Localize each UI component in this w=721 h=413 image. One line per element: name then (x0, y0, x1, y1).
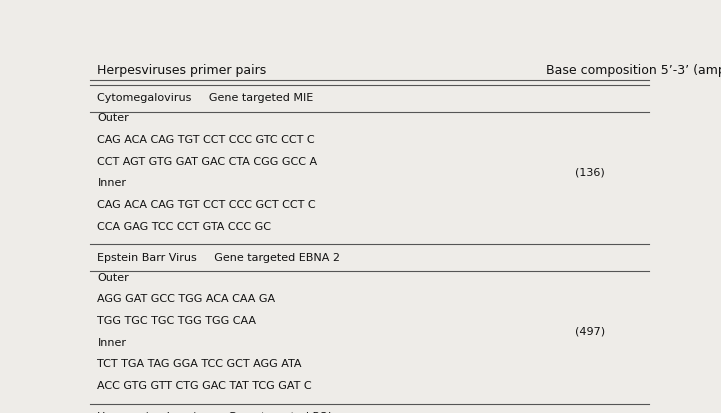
Text: Herpesviruses primer pairs: Herpesviruses primer pairs (97, 64, 267, 77)
Text: TCT TGA TAG GGA TCC GCT AGG ATA: TCT TGA TAG GGA TCC GCT AGG ATA (97, 359, 302, 369)
Text: TGG TGC TGC TGG TGG CAA: TGG TGC TGC TGG TGG CAA (97, 316, 257, 326)
Text: AGG GAT GCC TGG ACA CAA GA: AGG GAT GCC TGG ACA CAA GA (97, 294, 275, 304)
Text: CAG ACA CAG TGT CCT CCC GTC CCT C: CAG ACA CAG TGT CCT CCC GTC CCT C (97, 135, 315, 145)
Text: CAG ACA CAG TGT CCT CCC GCT CCT C: CAG ACA CAG TGT CCT CCC GCT CCT C (97, 200, 316, 210)
Text: ACC GTG GTT CTG GAC TAT TCG GAT C: ACC GTG GTT CTG GAC TAT TCG GAT C (97, 381, 312, 391)
Text: CCT AGT GTG GAT GAC CTA CGG GCC A: CCT AGT GTG GAT GAC CTA CGG GCC A (97, 157, 317, 167)
Text: Inner: Inner (97, 338, 126, 348)
Text: Outer: Outer (97, 114, 129, 123)
Text: Outer: Outer (97, 273, 129, 283)
Text: (497): (497) (575, 327, 605, 337)
Text: (136): (136) (575, 168, 605, 178)
Text: Inner: Inner (97, 178, 126, 188)
Text: Cytomegalovirus     Gene targeted MIE: Cytomegalovirus Gene targeted MIE (97, 93, 314, 103)
Text: CCA GAG TCC CCT GTA CCC GC: CCA GAG TCC CCT GTA CCC GC (97, 222, 271, 232)
Text: Herpes simplex virus.   Gene targeted POI: Herpes simplex virus. Gene targeted POI (97, 412, 332, 413)
Text: Base composition 5’-3’ (amplicon length in bp): Base composition 5’-3’ (amplicon length … (546, 64, 721, 77)
Text: Epstein Barr Virus     Gene targeted EBNA 2: Epstein Barr Virus Gene targeted EBNA 2 (97, 253, 340, 263)
